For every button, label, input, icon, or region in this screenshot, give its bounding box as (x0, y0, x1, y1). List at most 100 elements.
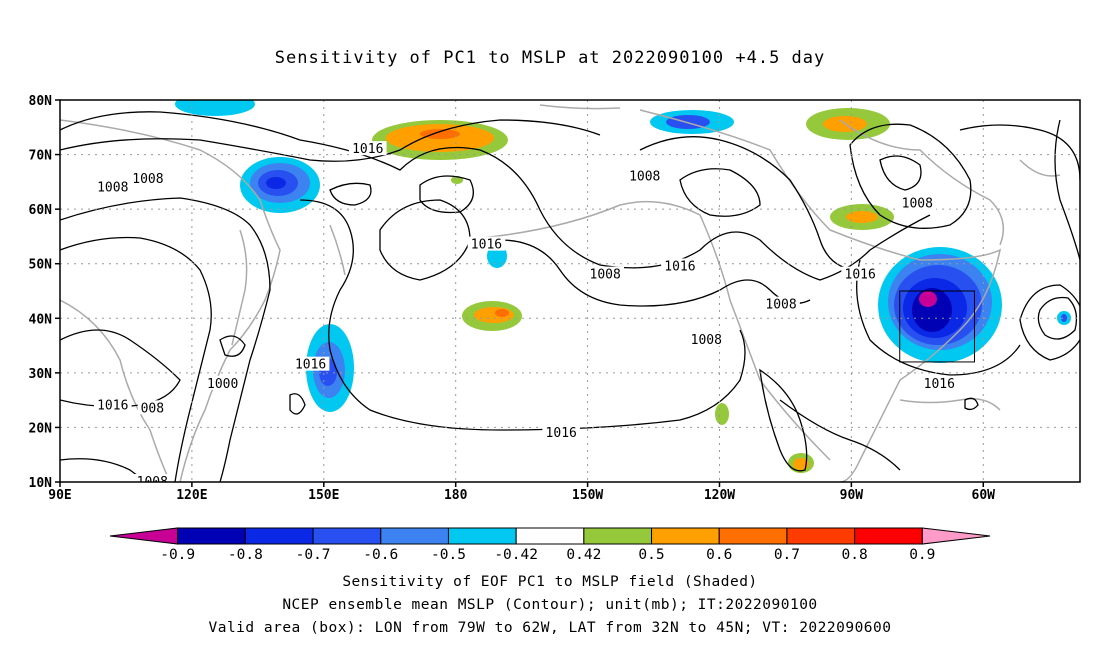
colorbar-label: 0.8 (842, 547, 868, 563)
colorbar-label: 0.42 (566, 547, 601, 563)
shade-blob (266, 177, 286, 189)
contour-label: 1016 (664, 259, 695, 274)
map-title: Sensitivity of PC1 to MSLP at 2022090100… (274, 48, 826, 68)
colorbar-label: 0.7 (774, 547, 800, 563)
lon-label: 150W (572, 488, 603, 503)
shade-blob (420, 129, 460, 139)
contour-label-bg (93, 179, 132, 194)
contour-label: 1016 (546, 426, 577, 441)
lat-label: 30N (29, 367, 53, 382)
mslp-contour (849, 123, 972, 229)
lon-label: 120W (704, 488, 735, 503)
mslp-contour (499, 239, 811, 307)
shade-blob (495, 309, 509, 317)
footer-line-1: Sensitivity of EOF PC1 to MSLP field (Sh… (342, 574, 758, 590)
shade-blob (919, 291, 937, 307)
contour-label: 1016 (352, 142, 383, 157)
shade-blob (175, 100, 255, 116)
mslp-contour (60, 236, 212, 482)
contour-label: 1008 (765, 298, 796, 313)
sensitivity-map: 1016 1008 1008 1008 1016 1008 1016 1008 1016 1008… (29, 94, 1081, 563)
contour-label-bg (291, 356, 330, 371)
coastline (60, 299, 171, 482)
mslp-contour (329, 182, 372, 206)
mslp-contour (60, 111, 931, 281)
mslp-contour (60, 329, 181, 408)
colorbar-label: -0.7 (296, 547, 331, 563)
lon-label: 90E (48, 488, 71, 503)
coastline (1019, 159, 1061, 177)
contour-label-bg (133, 474, 172, 482)
valid-area-box (899, 290, 975, 363)
colorbar-swatch (447, 527, 517, 545)
contour-label: 1016 (924, 377, 955, 392)
colorbar-swatch (921, 527, 991, 545)
lon-label: 60W (972, 488, 996, 503)
colorbar-swatch (786, 527, 856, 545)
contour-label: 1016 (471, 238, 502, 253)
colorbar-swatch (583, 527, 653, 545)
lat-label: 10N (29, 476, 53, 491)
colorbar-label: -0.6 (363, 547, 398, 563)
contour-layer (60, 111, 1080, 482)
colorbar-label: 0.9 (909, 547, 935, 563)
shading-layer (175, 100, 1071, 473)
colorbar-swatch (718, 527, 788, 545)
shade-blob (715, 403, 729, 425)
contour-label: 1008 (132, 172, 163, 187)
colorbar-swatch (177, 527, 246, 545)
coastline-layer (60, 104, 1061, 482)
mslp-contour (759, 368, 808, 472)
footer-line-2: NCEP ensemble mean MSLP (Contour); unit(… (282, 597, 818, 613)
mslp-contour (639, 136, 861, 271)
lon-label: 90W (840, 488, 864, 503)
contour-label-bg (762, 296, 800, 311)
colorbar-swatch (109, 527, 179, 545)
contour-label: 1008 (629, 169, 660, 184)
colorbar-label: -0.9 (160, 547, 195, 563)
mslp-contour (964, 397, 979, 411)
mslp-contour (419, 175, 474, 214)
mslp-contour (299, 199, 746, 431)
contour-label-bg (348, 141, 387, 156)
contour-label: 1008 (691, 333, 722, 348)
mslp-contour (219, 335, 246, 357)
colorbar-label: -0.5 (431, 547, 466, 563)
colorbar: -0.9 -0.8 -0.7 -0.6 -0.5 -0.42 0.42 0.5 0.6 0.7 0.… (109, 527, 991, 563)
contour-label-bg (467, 236, 506, 251)
lat-label: 70N (29, 149, 53, 164)
contour-label: 1008 (97, 180, 128, 195)
lon-label: 150E (308, 488, 339, 503)
contour-label-bg (137, 400, 167, 415)
colorbar-swatch (515, 527, 585, 545)
lat-label: 80N (29, 94, 53, 109)
contour-label: 1008 (902, 197, 933, 212)
contour-label-bg (687, 332, 726, 347)
lat-label: 60N (29, 203, 53, 218)
contour-label-bg (129, 171, 167, 186)
mslp-contour (1037, 296, 1078, 340)
mslp-contour (60, 197, 271, 482)
mslp-contour (856, 259, 1021, 376)
contour-label-bg (898, 195, 937, 210)
coastline (639, 109, 1002, 482)
mslp-contour (60, 119, 601, 162)
mslp-contour (779, 399, 901, 471)
coastline (899, 398, 1001, 411)
mslp-contour (959, 124, 1080, 181)
map-frame (59, 99, 1081, 483)
colorbar-label: 0.5 (638, 547, 664, 563)
contour-label-bg (841, 266, 879, 281)
colorbar-label: -0.42 (494, 547, 538, 563)
lon-label: 180 (444, 488, 468, 503)
shade-blob (846, 211, 878, 223)
contour-label-bg (586, 266, 624, 281)
contour-label-bg (661, 258, 699, 273)
contour-label: 1000 (207, 377, 238, 392)
lat-label: 40N (29, 312, 53, 327)
contour-label: 1016 (295, 358, 326, 373)
coastline (231, 229, 248, 346)
coastline (839, 119, 1005, 246)
colorbar-label: 0.6 (706, 547, 732, 563)
